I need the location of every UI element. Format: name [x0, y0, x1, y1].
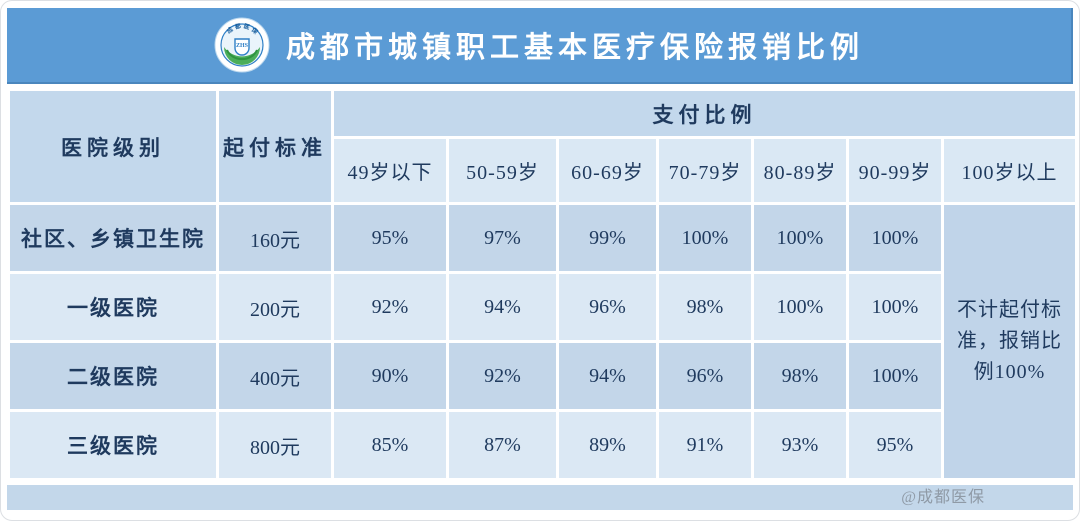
table-row: 二级医院 400元 90% 92% 94% 96% 98% 100% [7, 340, 1077, 412]
rate-cell: 92% [331, 271, 449, 343]
rate-cell: 87% [446, 409, 559, 481]
hospital-level-cell: 社区、乡镇卫生院 [7, 202, 219, 274]
table-row: 一级医院 200元 92% 94% 96% 98% 100% 100% [7, 271, 1077, 343]
age-col-header: 49岁以下 [331, 136, 449, 205]
rate-cell: 85% [331, 409, 449, 481]
hospital-level-header: 医院级别 [7, 88, 219, 205]
page-title: 成都市城镇职工基本医疗保险报销比例 [285, 32, 864, 64]
rate-cell: 91% [656, 409, 754, 481]
rate-cell: 100% [846, 340, 944, 412]
centenarian-note-cell: 不计起付标准，报销比例100% [940, 202, 1079, 481]
watermark: @成都医保 [901, 489, 985, 506]
rate-cell: 100% [751, 202, 849, 274]
rate-cell: 99% [556, 202, 659, 274]
payment-ratio-group-header: 支付比例 [330, 88, 1079, 139]
title-banner: 成都医保 ZHS 成都市城镇职工基本医疗保险报销比例 [7, 8, 1073, 84]
logo-shield-text: ZHS [236, 43, 249, 49]
laurel-leaves [223, 47, 260, 65]
rate-cell: 93% [751, 409, 849, 481]
table-row: 社区、乡镇卫生院 160元 95% 97% 99% 100% 100% 100%… [7, 202, 1079, 481]
hospital-level-cell: 二级医院 [7, 340, 219, 412]
rate-cell: 95% [331, 202, 449, 274]
rate-cell: 100% [846, 271, 944, 343]
rate-cell: 95% [846, 409, 944, 481]
deductible-cell: 160元 [216, 202, 334, 274]
age-col-header: 50-59岁 [446, 136, 559, 205]
rate-cell: 92% [446, 340, 559, 412]
footer-strip: @成都医保 [7, 485, 1073, 510]
age-col-header: 80-89岁 [751, 136, 849, 205]
age-col-header: 100岁以上 [940, 136, 1079, 205]
deductible-header: 起付标准 [216, 88, 334, 205]
hospital-level-cell: 一级医院 [7, 271, 219, 343]
rate-cell: 96% [656, 340, 754, 412]
rate-cell: 100% [656, 202, 754, 274]
table-row: 三级医院 800元 85% 87% 89% 91% 93% 95% [7, 409, 1077, 481]
rate-cell: 94% [446, 271, 559, 343]
rate-cell: 100% [751, 271, 849, 343]
age-col-header: 60-69岁 [556, 136, 659, 205]
reimbursement-table: 医院级别 起付标准 支付比例 49岁以下 50-59岁 60-69岁 70-79… [7, 88, 1079, 481]
header-row-ages: 49岁以下 50-59岁 60-69岁 70-79岁 80-89岁 90-99岁… [9, 136, 1079, 205]
logo-shield [234, 38, 250, 56]
rate-cell: 98% [656, 271, 754, 343]
deductible-cell: 200元 [216, 271, 334, 343]
rate-cell: 89% [556, 409, 659, 481]
deductible-cell: 800元 [216, 409, 334, 481]
rate-cell: 90% [331, 340, 449, 412]
deductible-cell: 400元 [216, 340, 334, 412]
age-col-header: 90-99岁 [846, 136, 944, 205]
rate-cell: 94% [556, 340, 659, 412]
rate-cell: 100% [846, 202, 944, 274]
rate-cell: 98% [751, 340, 849, 412]
rate-cell: 96% [556, 271, 659, 343]
chengdu-medical-insurance-logo: 成都医保 ZHS [214, 17, 270, 73]
age-col-header: 70-79岁 [656, 136, 754, 205]
header-row-group: 医院级别 起付标准 支付比例 [7, 88, 1079, 205]
hospital-level-cell: 三级医院 [7, 409, 219, 481]
rate-cell: 97% [446, 202, 559, 274]
